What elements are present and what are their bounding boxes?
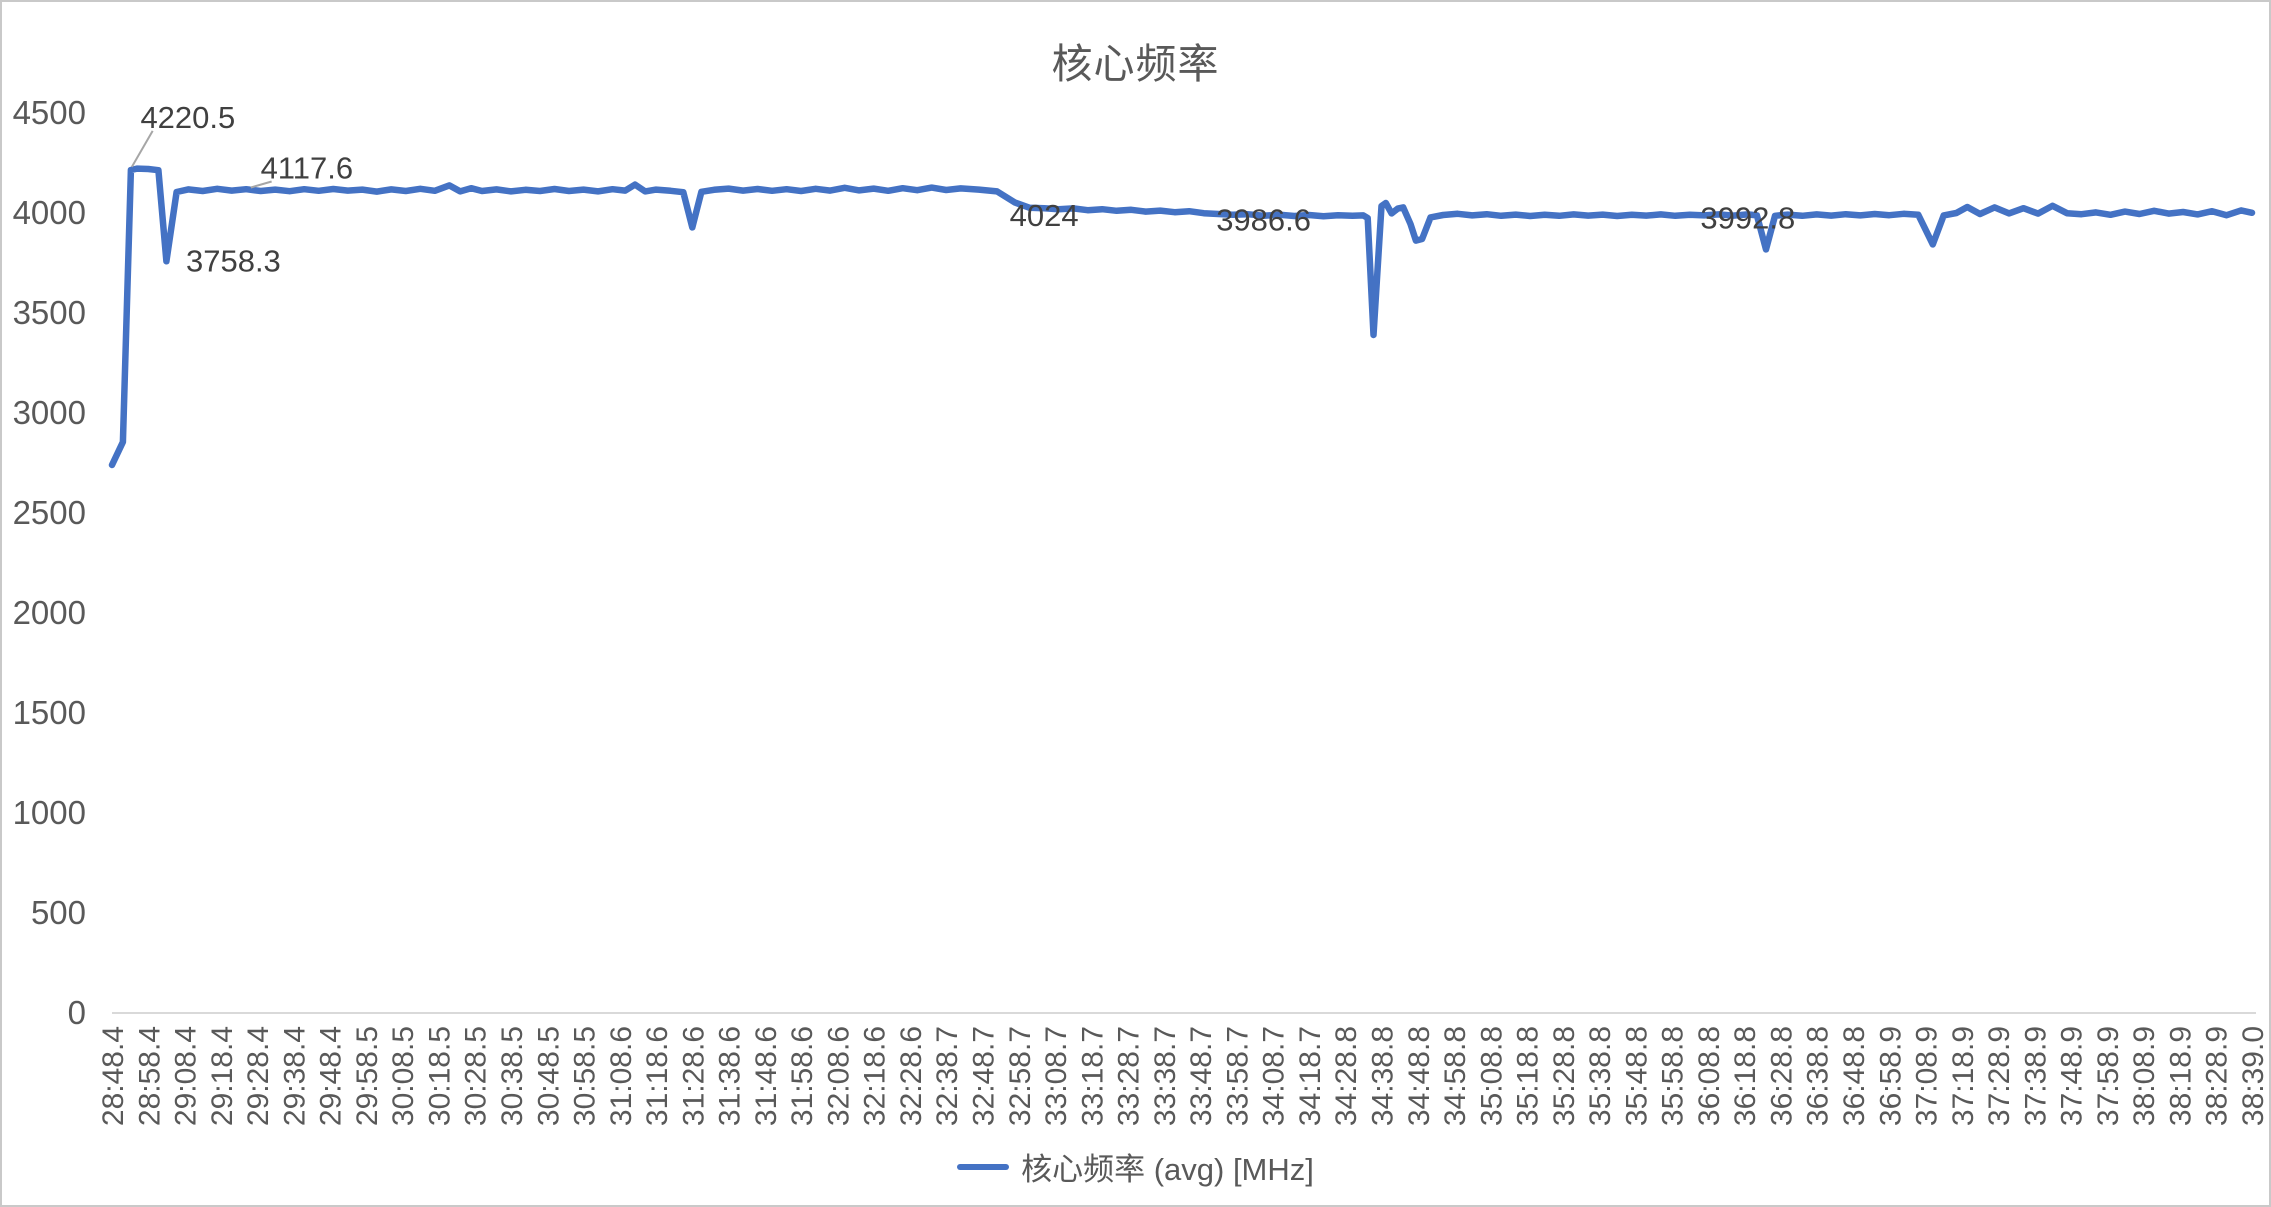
data-label: 4220.5	[140, 100, 235, 135]
y-tick-label: 3500	[13, 294, 86, 331]
x-tick-label: 30:58.5	[569, 1026, 602, 1126]
x-tick-label: 32:58.7	[1004, 1026, 1037, 1126]
chart-title: 核心频率	[1051, 41, 1220, 87]
data-label: 3992.8	[1700, 200, 1795, 235]
x-tick-label: 33:28.7	[1113, 1026, 1146, 1126]
x-tick-label: 28:58.4	[133, 1026, 166, 1126]
x-tick-label: 34:08.7	[1258, 1026, 1291, 1126]
x-tick-label: 30:28.5	[460, 1026, 493, 1126]
data-label: 4117.6	[261, 150, 354, 185]
x-tick-label: 35:08.8	[1475, 1026, 1508, 1126]
x-tick-label: 29:28.4	[242, 1026, 275, 1126]
x-tick-label: 29:48.4	[315, 1026, 348, 1126]
x-tick-label: 33:18.7	[1076, 1026, 1109, 1126]
x-tick-label: 32:18.6	[859, 1026, 892, 1126]
x-tick-label: 34:48.8	[1403, 1026, 1436, 1126]
x-tick-label: 34:28.8	[1330, 1026, 1363, 1126]
y-tick-label: 2000	[13, 594, 86, 631]
x-tick-label: 32:48.7	[968, 1026, 1001, 1126]
x-tick-label: 38:28.9	[2201, 1026, 2234, 1126]
x-tick-label: 33:38.7	[1149, 1026, 1182, 1126]
data-label: 3986.6	[1216, 203, 1311, 238]
x-tick-label: 29:18.4	[206, 1026, 239, 1126]
data-label: 4024	[1010, 198, 1079, 233]
data-label: 3758.3	[186, 243, 281, 278]
y-tick-label: 4500	[13, 94, 86, 131]
x-tick-label: 31:18.6	[641, 1026, 674, 1126]
y-tick-label: 3000	[13, 394, 86, 431]
x-tick-label: 33:48.7	[1185, 1026, 1218, 1126]
x-tick-label: 31:58.6	[786, 1026, 819, 1126]
x-tick-label: 30:08.5	[387, 1026, 420, 1126]
x-tick-label: 38:08.9	[2128, 1026, 2161, 1126]
x-tick-label: 37:48.9	[2056, 1026, 2089, 1126]
x-tick-label: 34:58.8	[1439, 1026, 1472, 1126]
x-tick-label: 31:38.6	[714, 1026, 747, 1126]
y-tick-label: 500	[31, 894, 86, 931]
legend-label: 核心频率 (avg) [MHz]	[1021, 1152, 1314, 1187]
x-tick-label: 33:58.7	[1221, 1026, 1254, 1126]
x-tick-label: 31:08.6	[605, 1026, 638, 1126]
x-tick-label: 36:18.8	[1729, 1026, 1762, 1126]
y-tick-label: 1000	[13, 794, 86, 831]
x-tick-label: 36:38.8	[1802, 1026, 1835, 1126]
x-tick-label: 35:48.8	[1620, 1026, 1653, 1126]
x-tick-label: 36:58.9	[1874, 1026, 1907, 1126]
x-tick-label: 29:58.5	[351, 1026, 384, 1126]
frequency-series-line	[108, 165, 2256, 469]
x-tick-label: 32:38.7	[931, 1026, 964, 1126]
x-tick-label: 33:08.7	[1040, 1026, 1073, 1126]
x-tick-label: 36:28.8	[1765, 1026, 1798, 1126]
x-tick-label: 37:18.9	[1947, 1026, 1980, 1126]
y-tick-label: 2500	[13, 494, 86, 531]
x-tick-label: 29:38.4	[278, 1026, 311, 1126]
legend-line-swatch	[957, 1163, 1010, 1170]
x-tick-label: 34:38.8	[1366, 1026, 1399, 1126]
x-tick-label: 28:48.4	[97, 1026, 130, 1126]
x-tick-label: 36:08.8	[1693, 1026, 1726, 1126]
x-tick-label: 30:48.5	[532, 1026, 565, 1126]
x-tick-label: 37:08.9	[1911, 1026, 1944, 1126]
x-tick-label: 36:48.8	[1838, 1026, 1871, 1126]
x-tick-label: 32:28.6	[895, 1026, 928, 1126]
x-tick-label: 37:58.9	[2092, 1026, 2125, 1126]
x-tick-label: 35:38.8	[1584, 1026, 1617, 1126]
x-tick-label: 30:18.5	[423, 1026, 456, 1126]
x-tick-label: 29:08.4	[170, 1026, 203, 1126]
x-tick-label: 38:39.0	[2237, 1026, 2270, 1126]
x-tick-label: 38:18.9	[2164, 1026, 2197, 1126]
x-tick-label: 35:28.8	[1548, 1026, 1581, 1126]
x-tick-label: 37:38.9	[2019, 1026, 2052, 1126]
x-tick-label: 35:18.8	[1512, 1026, 1545, 1126]
x-tick-label: 31:48.6	[750, 1026, 783, 1126]
y-tick-label: 0	[68, 994, 86, 1031]
x-tick-label: 31:28.6	[677, 1026, 710, 1126]
chart-legend: 核心频率 (avg) [MHz]	[2, 1144, 2269, 1189]
data-label-leader-line	[250, 180, 272, 189]
x-tick-label: 32:08.6	[822, 1026, 855, 1126]
x-tick-label: 34:18.7	[1294, 1026, 1327, 1126]
x-tick-label: 37:28.9	[1983, 1026, 2016, 1126]
y-tick-label: 4000	[13, 194, 86, 231]
x-tick-label: 30:38.5	[496, 1026, 529, 1126]
x-tick-label: 35:58.8	[1657, 1026, 1690, 1126]
y-tick-label: 1500	[13, 694, 86, 731]
data-label-leader-line	[130, 130, 154, 168]
